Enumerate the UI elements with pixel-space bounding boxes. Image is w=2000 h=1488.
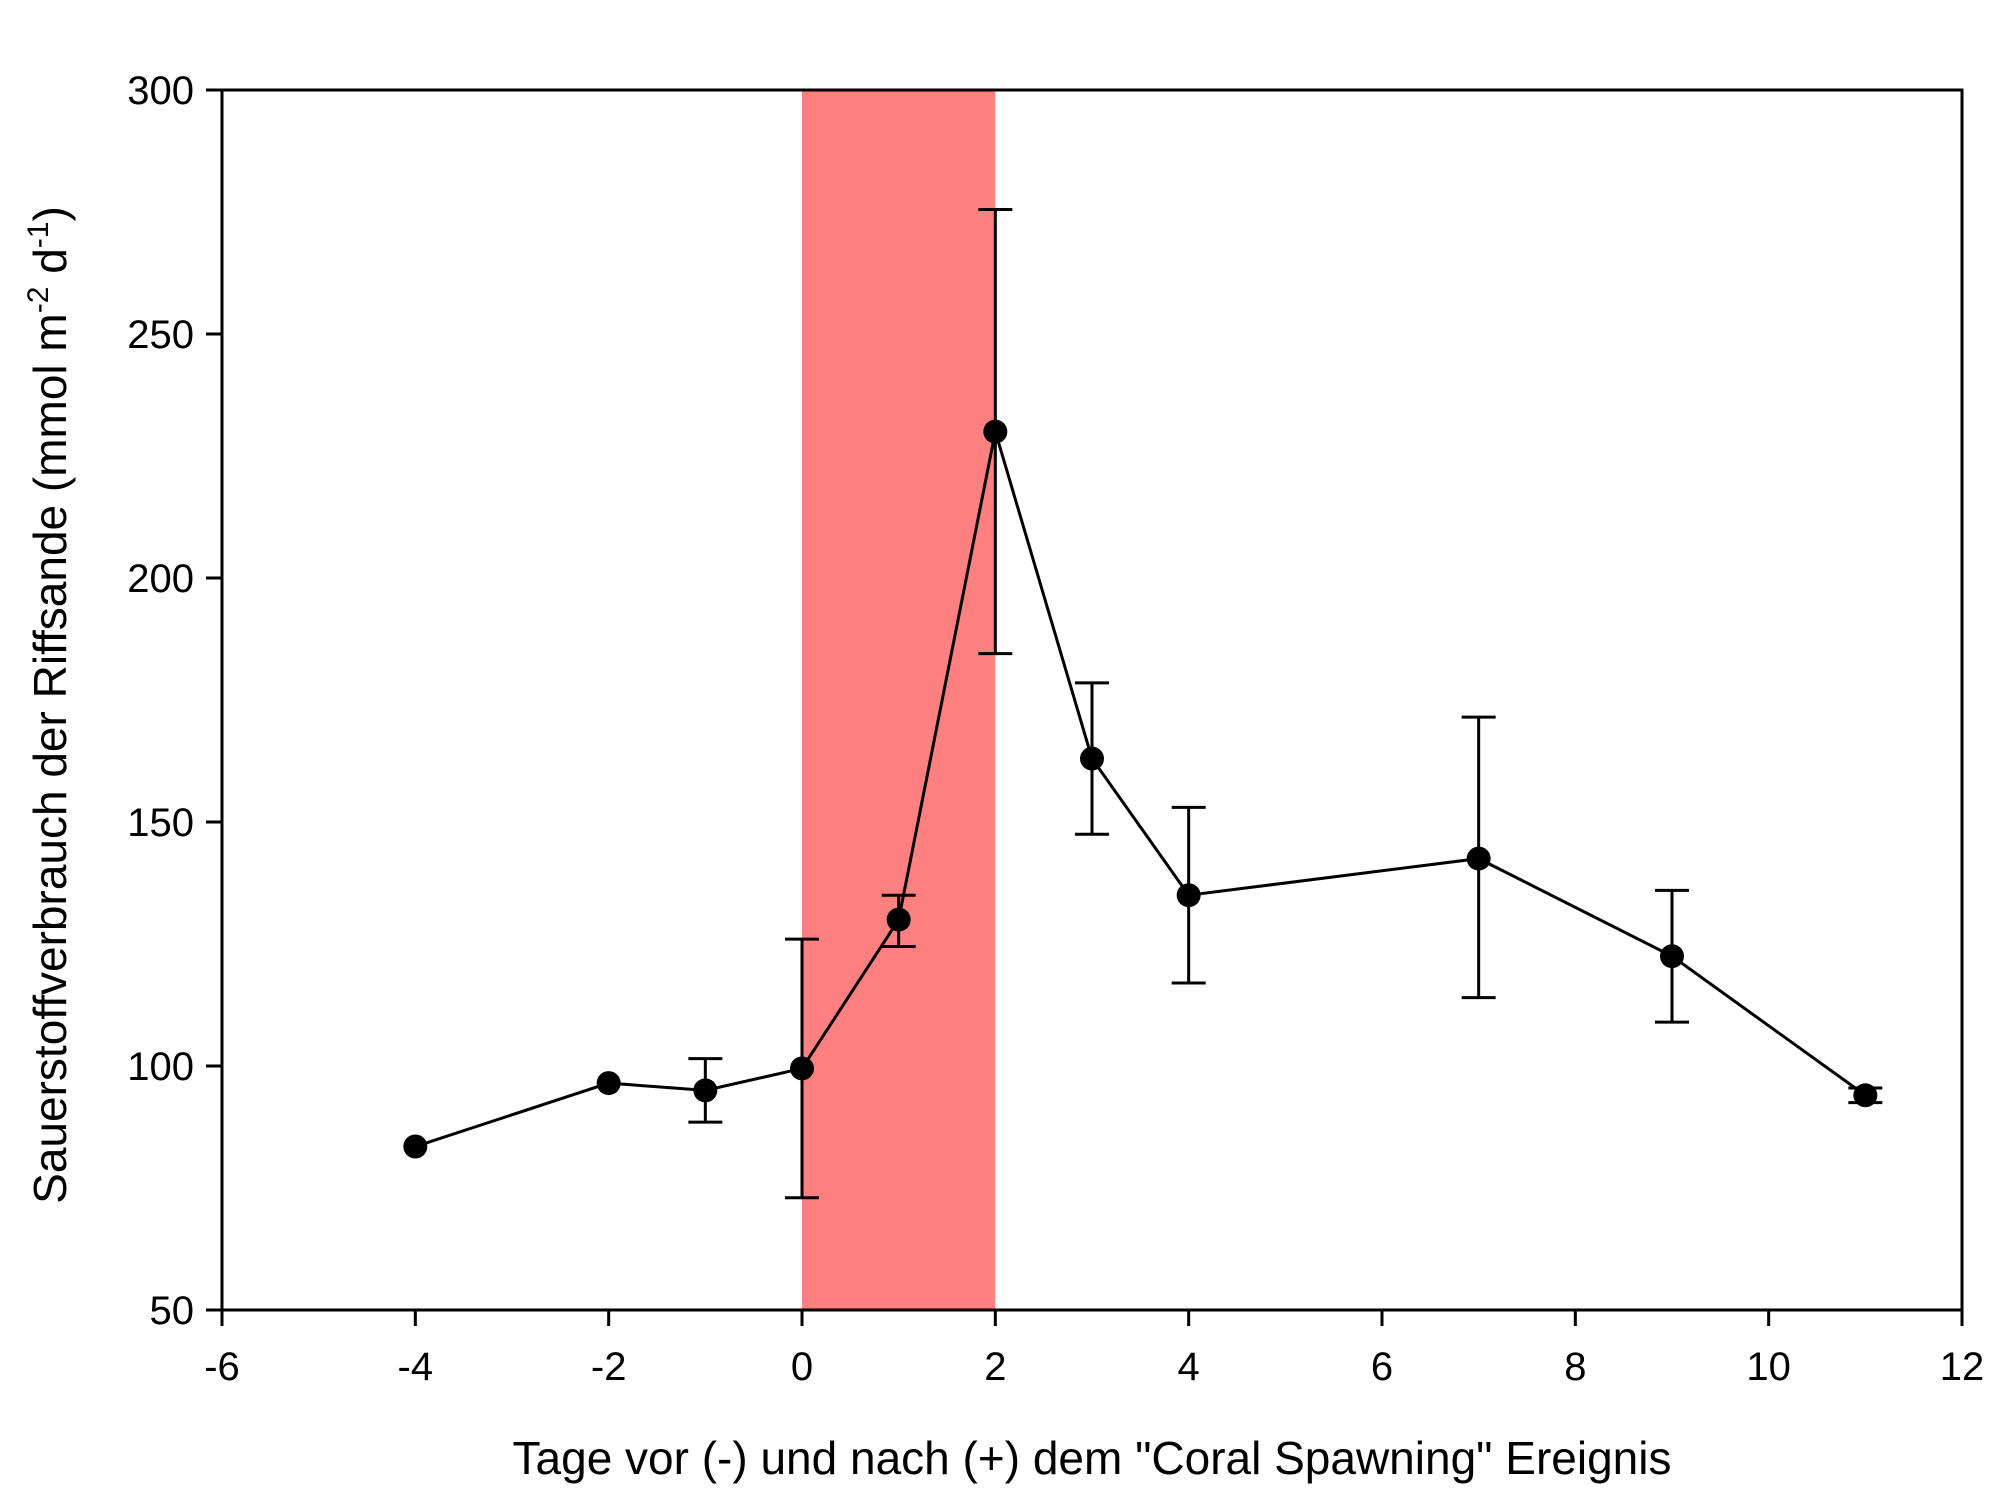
y-tick-label: 100 — [127, 1045, 194, 1089]
data-point — [1080, 746, 1104, 771]
y-tick-label: 50 — [150, 1289, 195, 1333]
ticks-layer: -6 -4 -2 0 2 4 6 8 10 12 50 100 150 200 250 300 — [127, 69, 1984, 1389]
y-tick-label: 150 — [127, 801, 194, 845]
x-tick-label: 12 — [1940, 1345, 1985, 1389]
series-line — [414, 431, 1867, 1148]
y-axis-title: Sauerstoffverbrauch der Riffsande (mmol … — [22, 206, 76, 1204]
x-tick-label: 0 — [791, 1345, 813, 1389]
x-tick-label: 10 — [1746, 1345, 1791, 1389]
data-point — [790, 1056, 814, 1081]
x-tick-label: -6 — [204, 1345, 240, 1389]
x-tick-label: 8 — [1564, 1345, 1586, 1389]
x-tick-label: 6 — [1371, 1345, 1393, 1389]
data-point — [1466, 846, 1491, 871]
highlight-band-layer — [802, 90, 996, 1310]
x-tick-label: -4 — [398, 1345, 434, 1389]
data-point — [596, 1071, 621, 1096]
y-axis-title-end: ) — [24, 206, 76, 221]
data-point — [1660, 944, 1684, 969]
highlight-band — [802, 90, 996, 1310]
data-point — [983, 419, 1008, 444]
y-axis-title-sup-2: -1 — [22, 222, 55, 249]
x-tick-label: 2 — [984, 1345, 1006, 1389]
y-axis-title-mid: d — [24, 248, 76, 286]
y-axis-title-main: Sauerstoffverbrauch der Riffsande (mmol … — [24, 313, 76, 1204]
x-axis-title: Tage vor (-) und nach (+) dem "Coral Spa… — [513, 1432, 1672, 1484]
y-axis-title-sup-1: -2 — [22, 287, 55, 314]
plot-frame — [220, 88, 1964, 1312]
data-point — [1853, 1083, 1878, 1108]
y-tick-label: 300 — [127, 69, 194, 113]
x-tick-label: 4 — [1178, 1345, 1200, 1389]
data-point — [403, 1134, 428, 1159]
x-tick-label: -2 — [591, 1345, 627, 1389]
y-tick-label: 200 — [127, 557, 194, 601]
data-point — [886, 907, 911, 932]
series-layer — [403, 208, 1883, 1200]
y-tick-label: 250 — [127, 313, 194, 357]
data-point — [1176, 883, 1201, 908]
data-point — [693, 1078, 718, 1103]
axes-layer — [220, 88, 1964, 1312]
